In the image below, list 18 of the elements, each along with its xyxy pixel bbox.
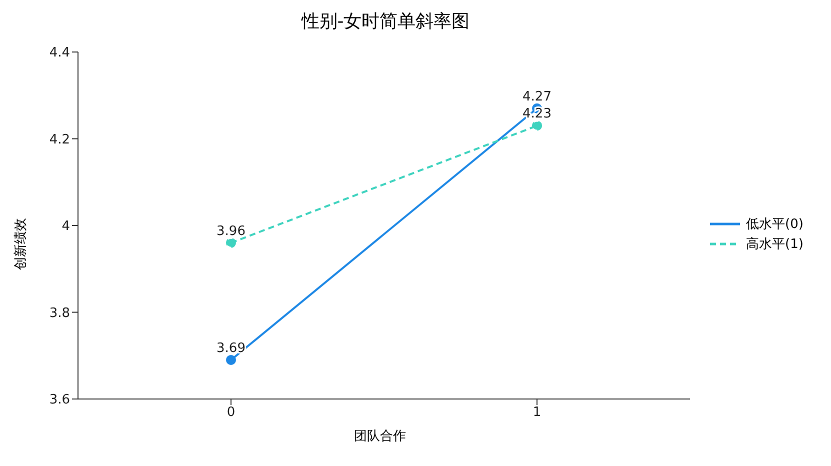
chart-title: 性别-女时简单斜率图: [300, 10, 471, 34]
y-tick-label: 3.8: [49, 306, 70, 321]
data-label: 4.27: [522, 89, 552, 104]
x-axis-title: 团队合作: [353, 428, 407, 445]
y-axis-title: 创新绩效: [12, 218, 30, 270]
y-tick-label: 3.6: [49, 392, 70, 408]
data-label: 3.96: [216, 224, 246, 239]
x-tick-label: 0: [226, 405, 236, 420]
point: [532, 120, 542, 131]
legend-label: 低水平(0): [746, 216, 804, 232]
point: [226, 238, 236, 248]
y-tick-label: 4.2: [49, 132, 70, 148]
x-tick-label: 1: [532, 405, 542, 420]
point: [226, 354, 236, 365]
legend-label: 高水平(1): [746, 236, 804, 252]
y-tick-label: 4.4: [49, 46, 70, 61]
data-label: 3.69: [216, 340, 246, 356]
y-tick-label: 4: [62, 219, 70, 234]
